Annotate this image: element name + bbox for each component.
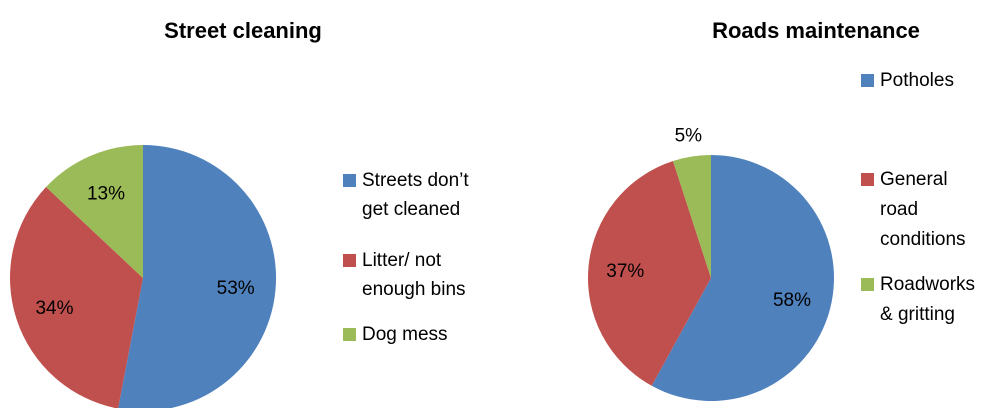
pie-chart-2: Roads maintenance 58% 37% 5% Potholes General… xyxy=(587,18,975,401)
legend-label: Litter/ not xyxy=(362,250,442,271)
slice-value-label: 37% xyxy=(606,261,644,282)
legend-label: conditions xyxy=(880,229,966,250)
pie-slice-1 xyxy=(651,155,834,401)
slice-value-label: 34% xyxy=(35,298,73,319)
pie-slice-3 xyxy=(672,155,711,278)
pie-slice-2 xyxy=(587,161,711,386)
pie-chart-1: Street cleaning 53% 34% 13% Streets don’t get… xyxy=(10,18,469,408)
slice-value-label: 5% xyxy=(675,126,703,147)
legend-swatch xyxy=(861,173,874,186)
legend-label: General xyxy=(880,169,948,190)
pie-slice-1 xyxy=(118,145,277,408)
slice-value-label: 13% xyxy=(87,184,125,205)
legend-label: road xyxy=(880,199,918,220)
legend-label: & gritting xyxy=(880,304,955,325)
legend-label: Roadworks xyxy=(880,274,975,295)
legend: Potholes General road conditions Roadworks & … xyxy=(861,70,975,325)
pie-slice-2 xyxy=(10,186,143,408)
legend-swatch xyxy=(861,278,874,291)
legend-swatch xyxy=(343,254,356,267)
chart-title: Street cleaning xyxy=(164,18,322,43)
legend-label: Dog mess xyxy=(362,324,448,345)
pie-slice-3 xyxy=(46,145,143,278)
legend: Streets don’t get cleaned Litter/ not enoug… xyxy=(343,170,469,345)
legend-label: Streets don’t xyxy=(362,170,469,191)
legend-label: get cleaned xyxy=(362,199,460,220)
legend-swatch xyxy=(861,74,874,87)
legend-label: Potholes xyxy=(880,70,954,91)
legend-swatch xyxy=(343,328,356,341)
slice-value-label: 53% xyxy=(217,278,255,299)
legend-label: enough bins xyxy=(362,279,466,300)
chart-title: Roads maintenance xyxy=(712,18,920,43)
slice-value-label: 58% xyxy=(773,290,811,311)
legend-swatch xyxy=(343,174,356,187)
